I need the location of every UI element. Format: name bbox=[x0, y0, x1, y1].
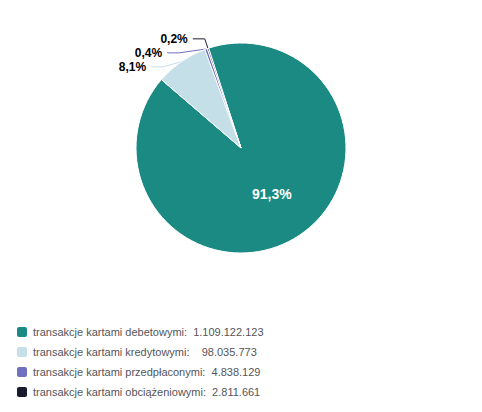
svg-text:0,4%: 0,4% bbox=[135, 46, 163, 60]
svg-text:8,1%: 8,1% bbox=[119, 60, 147, 74]
svg-text:91,3%: 91,3% bbox=[252, 186, 292, 202]
svg-text:transakcje kartami przedpłacon: transakcje kartami przedpłaconymi: 4.838… bbox=[33, 366, 260, 378]
svg-text:transakcje kartami debetowymi:: transakcje kartami debetowymi: 1.109.122… bbox=[33, 326, 264, 338]
svg-text:transakcje kartami obciążeniow: transakcje kartami obciążeniowymi: 2.811… bbox=[33, 386, 260, 398]
svg-text:transakcje kartami kredytowymi: transakcje kartami kredytowymi: 98.035.7… bbox=[33, 346, 257, 358]
svg-text:0,2%: 0,2% bbox=[160, 32, 188, 46]
